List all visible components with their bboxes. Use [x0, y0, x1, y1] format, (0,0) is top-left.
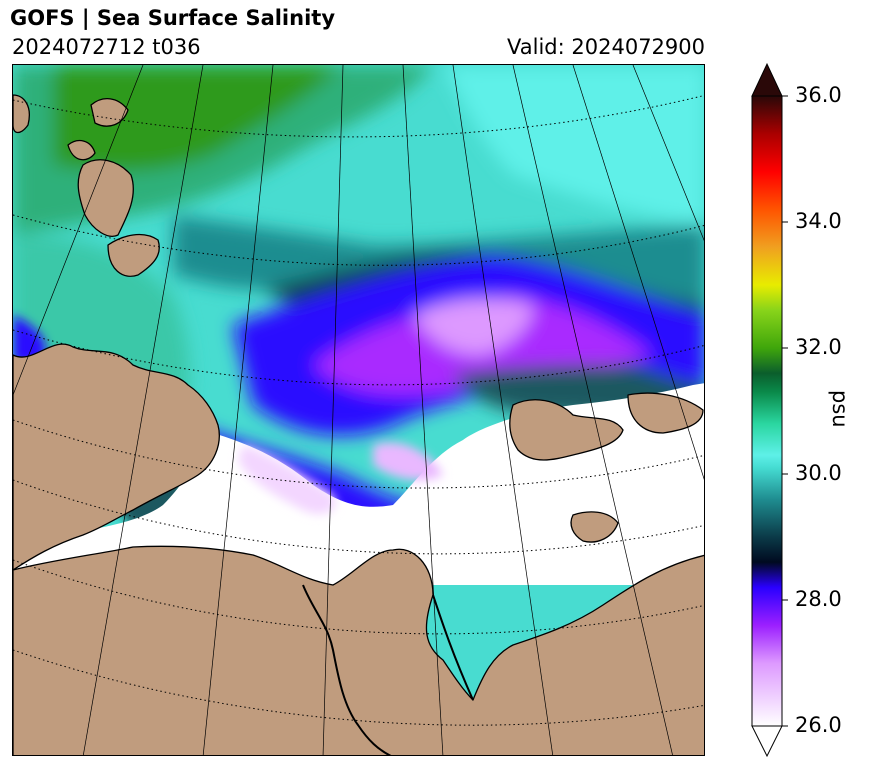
colorbar-extend-min [751, 725, 783, 758]
island-north-4 [67, 139, 96, 161]
land [13, 94, 704, 755]
colorbar-tick-label: 26.0 [795, 713, 842, 737]
map-title: GOFS | Sea Surface Salinity [10, 6, 336, 30]
mainland [13, 343, 220, 571]
meridians [13, 65, 704, 755]
island-east-2 [627, 392, 704, 434]
map-canvas [13, 65, 704, 755]
colorbar-tick-label: 34.0 [795, 209, 842, 233]
colorbar-tick-label: 30.0 [795, 461, 842, 485]
salinity-map[interactable] [12, 64, 705, 756]
run-label: 2024072712 t036 [12, 35, 201, 59]
colorbar-tick-label: 32.0 [795, 335, 842, 359]
valid-time-label: Valid: 2024072900 [507, 35, 705, 59]
island-north-1 [77, 159, 134, 237]
colorbar-tick-label: 36.0 [795, 83, 842, 107]
island-north-2 [107, 233, 160, 277]
colorbar-unit-label: psu [828, 390, 852, 428]
rivers [302, 584, 474, 755]
colorbar-extend-max [751, 62, 783, 97]
island-east-1 [509, 399, 624, 461]
island-east-3 [570, 511, 619, 543]
colorbar-tick-label: 28.0 [795, 587, 842, 611]
graticule [13, 94, 704, 726]
mainland-south [13, 545, 704, 755]
island-north-3 [90, 98, 129, 127]
colorbar [751, 62, 788, 758]
island-west-1 [13, 94, 30, 134]
colorbar-gradient [752, 96, 782, 726]
